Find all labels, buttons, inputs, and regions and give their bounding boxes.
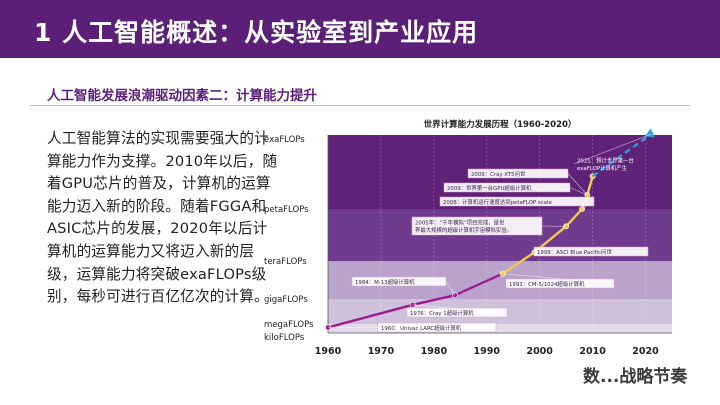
- y-tick-kiloFLOPs: kiloFLOPs: [264, 333, 305, 343]
- annotation-text-1999: 1999：ASCI Blue Pacific问世: [537, 248, 612, 256]
- y-tick-megaFLOPs: megaFLOPs: [264, 320, 314, 330]
- annotation-box-1993: [505, 278, 615, 289]
- series-segment-2: [453, 272, 504, 297]
- annotation-text-1984: 1984：M-13超级计算机: [355, 278, 415, 286]
- annotation-text-2008: 2008：计算机运行速度达到petaFLOP scale: [443, 198, 552, 206]
- series-segment-1: [411, 293, 457, 307]
- annotation-leader-2021: [573, 134, 651, 165]
- y-tick-gigaFLOPs: gigaFLOPs: [264, 295, 308, 305]
- annotation-text-1993: 1993：CM-5/1024超级计算机: [509, 280, 585, 288]
- y-tick-teraFLOPs: teraFLOPs: [264, 257, 307, 267]
- annotation-box-2008: [439, 196, 595, 207]
- annotation-text-2009: 2009：Cray XT5问世: [471, 170, 526, 178]
- annotation-text-2021-b: exaFLOP计算机产生: [577, 164, 628, 172]
- annotation-text-2005-b: 界最大规模的超级计算机宇宙模拟实验。: [415, 226, 512, 234]
- annotation-text-2021-a: 2021：预计世界第一台: [577, 157, 634, 165]
- x-tick-1960: 1960: [315, 346, 342, 357]
- subtitle-divider: [30, 105, 690, 106]
- y-tick-petaFLOPs: petaFLOPs: [264, 205, 309, 215]
- y-tick-exaFLOPs: exaFLOPs: [264, 135, 305, 145]
- annotation-text-2009: 2009：世界第一台GPU超级计算机: [447, 184, 532, 192]
- annotation-box-2005: [411, 216, 543, 236]
- slide-subtitle: 人工智能发展浪潮驱动因素二：计算能力提升: [47, 88, 317, 104]
- x-tick-1990: 1990: [474, 346, 501, 357]
- watermark: 数...战略节奏: [583, 367, 688, 387]
- x-tick-1980: 1980: [421, 346, 448, 357]
- slide-title: 1 人工智能概述：从实验室到产业应用: [34, 18, 479, 47]
- annotation-box-1999: [533, 246, 649, 257]
- annotation-text-1976: 1976：Cray 1超级计算机: [410, 309, 474, 317]
- x-tick-1970: 1970: [368, 346, 395, 357]
- band-mega: [328, 324, 672, 333]
- annotation-text-2005-a: 2005年：“千年模拟”项目完成，是世: [415, 219, 505, 227]
- chart-title: 世界计算能力发展历程（1960-2020）: [424, 119, 577, 130]
- annotation-leader-2009: [569, 187, 588, 196]
- annotation-box-1984: [351, 276, 447, 287]
- series-segment-3: [501, 251, 536, 275]
- annotation-leader-1984: [445, 281, 456, 296]
- body-paragraph: 人工智能算法的实现需要强大的计算能力作为支撑。2010年以后，随着GPU芯片的普…: [47, 130, 278, 306]
- annotation-box-2009: [467, 168, 569, 179]
- forecast-arrowhead: [644, 128, 655, 138]
- series-forecast-line: [591, 133, 652, 178]
- x-tick-2020: 2020: [632, 346, 659, 357]
- annotation-box-2009: [443, 182, 571, 193]
- x-tick-2000: 2000: [526, 346, 553, 357]
- annotation-box-1960: [377, 322, 497, 333]
- series-segment-0: [326, 303, 414, 329]
- title-bar: 1 人工智能概述：从实验室到产业应用: [0, 0, 720, 58]
- computing-power-chart: 世界计算能力发展历程（1960-2020） exaFLOPs petaFLOPs te…: [262, 113, 682, 363]
- annotation-leader-2009: [567, 173, 588, 196]
- chart-canvas: 世界计算能力发展历程（1960-2020） exaFLOPs petaFLOPs te…: [264, 119, 672, 357]
- series-segment-5: [564, 207, 584, 228]
- x-tick-2010: 2010: [579, 346, 606, 357]
- annotation-text-1960: 1960：Univac LARC超级计算机: [381, 324, 462, 332]
- annotation-box-1976: [406, 307, 508, 318]
- series-segment-7: [586, 175, 594, 197]
